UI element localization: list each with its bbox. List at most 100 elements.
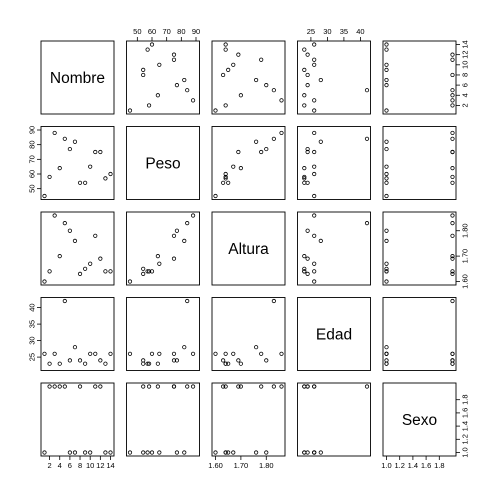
data-point-5 (271, 384, 276, 389)
x-tick-label-nombre: 12 (96, 461, 104, 470)
variable-label-peso: Peso (145, 156, 180, 173)
data-point-9 (302, 266, 307, 271)
x-tick-label-peso: 50 (133, 27, 141, 36)
data-point-10 (157, 450, 162, 455)
data-point-11 (259, 57, 264, 62)
data-point-10 (384, 261, 389, 266)
data-point-12 (450, 52, 455, 57)
data-point-3 (190, 98, 196, 103)
data-point-6 (305, 83, 310, 88)
data-point-10 (88, 261, 93, 266)
panel-edad-vs-sexo (382, 297, 457, 371)
y-tick-label-sexo: 1.4 (461, 421, 470, 431)
panel-sexo-vs-nombre (40, 382, 115, 457)
data-point-13 (302, 176, 307, 181)
panel-edad-vs-edad: Edad (297, 297, 371, 371)
data-point-2 (47, 384, 52, 389)
data-point-3 (52, 351, 57, 356)
panel-peso-vs-altura (211, 126, 286, 200)
panel-peso-vs-edad (297, 126, 371, 200)
data-point-5 (62, 384, 67, 389)
data-point-11 (171, 351, 177, 356)
data-point-10 (157, 261, 162, 266)
data-point-8 (450, 72, 455, 78)
data-point-11 (450, 57, 455, 62)
data-point-1 (127, 108, 133, 113)
data-point-12 (450, 358, 455, 363)
data-point-4 (57, 361, 62, 366)
data-point-12 (305, 384, 310, 389)
data-point-11 (312, 384, 317, 389)
data-point-1 (42, 193, 47, 199)
panel-frame (382, 297, 457, 371)
data-point-3 (450, 130, 455, 136)
panel-frame (211, 297, 286, 371)
data-point-5 (450, 298, 455, 304)
y-tick-label-nombre: 6 (461, 83, 470, 87)
panel-frame (40, 211, 115, 286)
panel-frame (297, 126, 371, 200)
data-point-14 (108, 171, 113, 177)
data-point-3 (190, 351, 196, 356)
data-point-7 (384, 238, 389, 243)
data-point-10 (312, 62, 317, 67)
data-point-10 (88, 450, 93, 455)
y-tick-label-nombre: 14 (461, 40, 470, 48)
data-point-2 (146, 103, 152, 108)
data-point-10 (384, 164, 389, 169)
panel-frame (297, 297, 371, 371)
x-tick-label-altura: 1.60 (208, 461, 223, 470)
data-point-6 (264, 358, 269, 363)
data-point-9 (141, 450, 146, 455)
data-point-4 (155, 254, 160, 259)
panel-nombre-vs-peso (126, 40, 200, 115)
data-point-9 (226, 450, 231, 455)
data-point-13 (223, 176, 228, 181)
panel-frame (126, 126, 200, 200)
data-point-8 (221, 358, 226, 363)
panel-edad-vs-peso (126, 297, 200, 371)
data-point-12 (98, 358, 103, 363)
data-point-2 (223, 103, 228, 108)
data-point-10 (231, 164, 236, 169)
data-point-10 (157, 351, 162, 356)
data-point-1 (42, 450, 47, 455)
y-tick-label-sexo: 1.0 (461, 447, 470, 457)
data-point-3 (52, 213, 57, 218)
y-tick-label-edad: 40 (28, 303, 37, 311)
panel-altura-vs-edad (297, 211, 371, 286)
data-point-14 (223, 450, 228, 455)
x-tick-label-edad: 40 (356, 27, 364, 36)
data-point-14 (312, 42, 317, 47)
data-point-6 (264, 83, 269, 88)
data-point-12 (171, 256, 177, 261)
variable-label-altura: Altura (228, 241, 269, 258)
data-point-10 (384, 62, 389, 67)
data-point-4 (302, 254, 307, 259)
data-point-5 (364, 384, 370, 389)
panel-peso-vs-nombre (40, 126, 115, 200)
data-point-11 (312, 57, 317, 62)
panel-frame (297, 211, 371, 286)
data-point-4 (450, 166, 455, 171)
data-point-8 (221, 72, 226, 78)
data-point-4 (302, 384, 307, 389)
data-point-13 (223, 47, 228, 52)
panel-frame (211, 382, 286, 457)
data-point-7 (318, 450, 323, 455)
data-point-3 (52, 384, 57, 389)
data-point-1 (213, 108, 218, 113)
data-point-5 (364, 136, 370, 141)
data-point-3 (450, 98, 455, 103)
data-point-6 (384, 146, 389, 152)
data-point-4 (57, 254, 62, 259)
data-point-6 (67, 450, 72, 455)
data-point-5 (185, 221, 190, 226)
panel-altura-vs-peso (126, 211, 200, 286)
y-tick-label-nombre: 8 (461, 73, 470, 77)
x-tick-label-peso: 80 (177, 27, 185, 36)
data-point-2 (450, 174, 455, 180)
data-point-5 (185, 298, 190, 304)
data-point-6 (264, 146, 269, 152)
data-point-12 (171, 52, 177, 57)
